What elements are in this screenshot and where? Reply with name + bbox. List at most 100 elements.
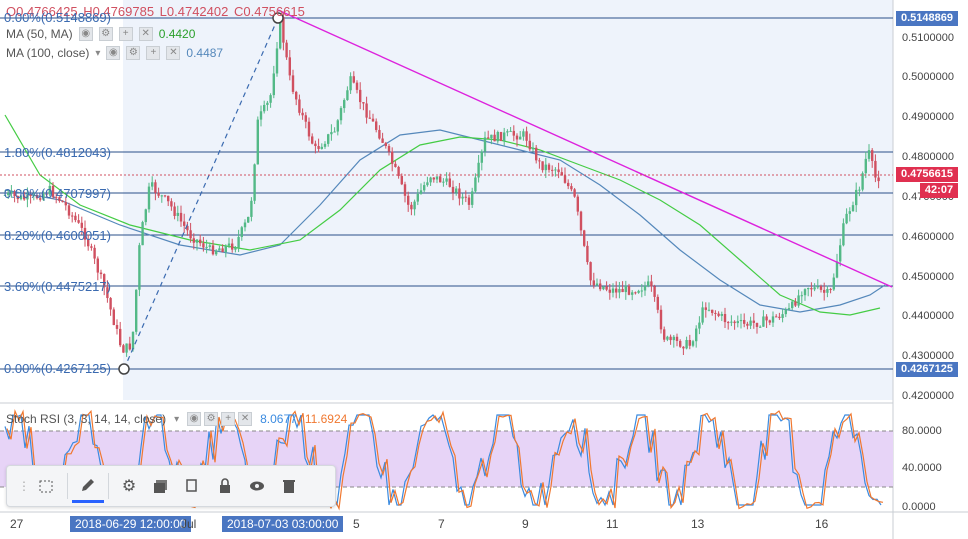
close-icon[interactable]: ✕	[166, 46, 181, 60]
candle-body	[23, 195, 26, 200]
candle-body	[653, 286, 656, 297]
add-icon[interactable]: +	[221, 412, 236, 426]
settings-icon[interactable]: ⚙	[121, 478, 137, 495]
drawing-toolbar[interactable]: ⋮ ⚙	[6, 465, 336, 507]
candle-body	[384, 142, 387, 146]
rsi-legend[interactable]: Stoch RSI (3, 3, 14, 14, close) ▾ ◉ ⚙ + …	[6, 412, 347, 426]
copy-icon[interactable]	[177, 471, 209, 501]
candle-body	[240, 227, 243, 237]
ma100-legend[interactable]: MA (100, close) ▾ ◉ ⚙ + ✕ 0.4487	[6, 46, 223, 60]
candle-body	[55, 196, 58, 198]
candle-body	[864, 158, 867, 174]
candle-body	[295, 91, 298, 100]
candle-body	[506, 131, 509, 133]
candle-body	[579, 211, 583, 231]
candle-body	[215, 250, 218, 255]
candle-body	[656, 296, 659, 310]
candle-body	[442, 181, 445, 183]
candle-body	[301, 112, 304, 116]
candle-body	[330, 132, 333, 135]
candle-body	[234, 247, 237, 250]
candle-body	[211, 245, 215, 255]
eye-icon[interactable]	[241, 471, 273, 501]
rsi-tick: 40.0000	[902, 462, 942, 474]
candle-body	[871, 150, 874, 161]
stack-icon[interactable]	[145, 471, 177, 501]
candle-body	[368, 117, 371, 119]
eye-icon[interactable]: ◉	[106, 46, 121, 60]
close-icon[interactable]: ✕	[138, 27, 153, 41]
candle-body	[275, 48, 279, 74]
candle-body	[771, 316, 775, 323]
stoch-rsi-lines	[4, 408, 884, 511]
candle-body	[96, 258, 99, 273]
add-icon[interactable]: +	[118, 27, 133, 41]
settings-icon[interactable]: ⚙	[204, 412, 219, 426]
close-icon[interactable]: ✕	[238, 412, 253, 426]
candle-body	[605, 286, 608, 290]
candle-body	[80, 222, 83, 228]
candle-body	[413, 201, 416, 210]
candle-body	[195, 239, 199, 243]
layout-icon[interactable]	[31, 471, 63, 501]
candle-body	[199, 239, 202, 244]
candle-body	[499, 131, 503, 141]
drag-handle-icon[interactable]: ⋮	[18, 479, 30, 493]
candle-body	[87, 239, 90, 247]
candle-body	[672, 336, 675, 341]
candle-body	[835, 261, 839, 278]
candle-body	[618, 288, 621, 293]
candle-body	[141, 222, 144, 246]
candle-body	[471, 191, 474, 205]
candle-body	[563, 175, 567, 183]
price-tag-bottom: 0.4267125	[896, 362, 958, 377]
settings-icon[interactable]: ⚙	[126, 46, 141, 60]
candle-body	[93, 247, 96, 259]
candle-body	[157, 192, 160, 196]
add-icon[interactable]: +	[146, 46, 161, 60]
candle-body	[67, 205, 71, 216]
candle-body	[682, 346, 685, 349]
candle-body	[832, 277, 835, 290]
candle-body	[720, 314, 723, 316]
chevron-down-icon[interactable]: ▾	[174, 413, 180, 425]
eye-icon[interactable]: ◉	[78, 27, 93, 41]
candle-body	[624, 285, 627, 293]
lock-icon[interactable]	[209, 471, 241, 501]
candle-body	[528, 140, 531, 150]
candle-body	[320, 146, 323, 149]
candle-timer: 42:07	[920, 183, 958, 198]
trash-icon[interactable]	[273, 471, 305, 501]
candle-body	[455, 188, 458, 193]
candle-body	[176, 212, 179, 216]
eye-icon[interactable]: ◉	[187, 412, 202, 426]
pencil-icon[interactable]	[72, 470, 104, 503]
candle-body	[640, 290, 643, 292]
candle-body	[346, 90, 349, 101]
candle-body	[400, 176, 403, 185]
candle-body	[503, 132, 506, 141]
candle-body	[458, 188, 461, 199]
candle-body	[490, 134, 493, 139]
candle-body	[112, 309, 115, 326]
candle-body	[768, 320, 771, 323]
candle-body	[547, 164, 551, 170]
candle-body	[163, 195, 167, 197]
candle-body	[61, 200, 64, 203]
fib-label: 1.80%(0.4812043)	[4, 145, 111, 160]
candle-body	[784, 309, 787, 315]
time-label: 27	[10, 517, 24, 531]
candle-body	[125, 343, 128, 353]
candle-body	[323, 143, 327, 147]
candle-body	[64, 202, 67, 206]
candle-body	[119, 328, 122, 346]
ma50-legend[interactable]: MA (50, MA) ◉ ⚙ + ✕ 0.4420	[6, 27, 195, 41]
chevron-down-icon[interactable]: ▾	[95, 47, 101, 59]
time-label: 16	[815, 517, 829, 531]
time-label: 7	[438, 517, 445, 531]
settings-icon[interactable]: ⚙	[98, 27, 113, 41]
ma-line	[4, 114, 881, 316]
candle-body	[813, 287, 816, 290]
candle-body	[448, 178, 451, 187]
